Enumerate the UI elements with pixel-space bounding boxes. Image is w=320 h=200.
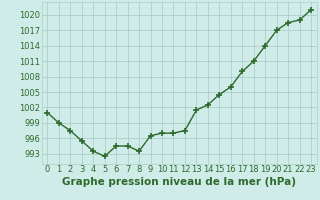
X-axis label: Graphe pression niveau de la mer (hPa): Graphe pression niveau de la mer (hPa) [62, 177, 296, 187]
